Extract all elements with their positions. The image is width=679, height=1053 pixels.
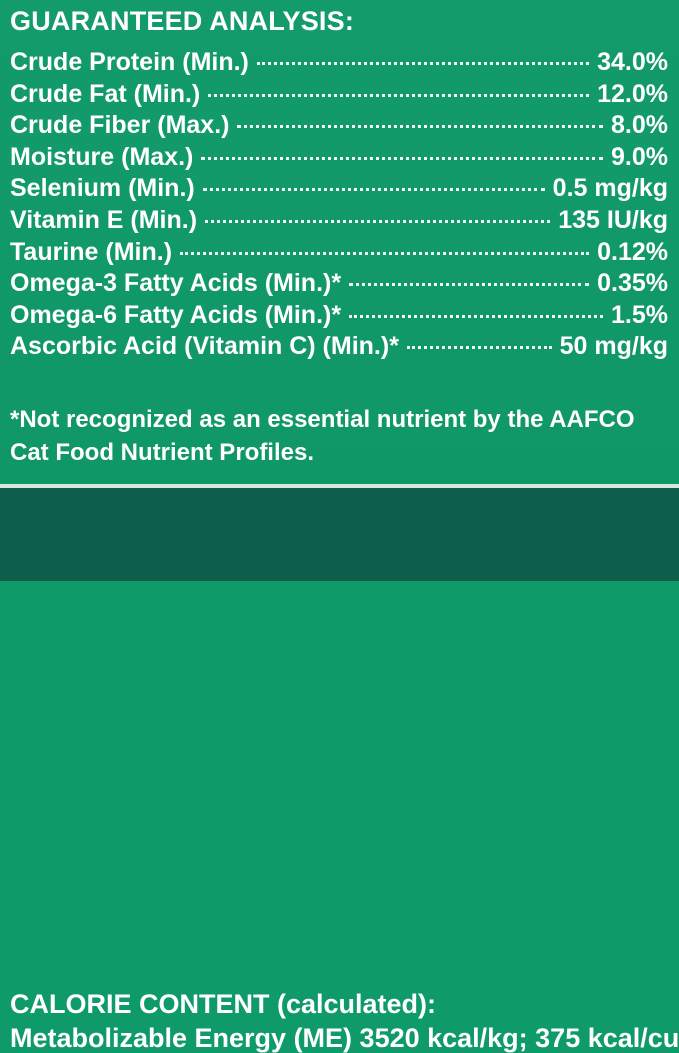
analysis-row-crude-fiber: Crude Fiber (Max.) 8.0%	[10, 113, 668, 145]
analysis-row-ascorbic-acid: Ascorbic Acid (Vitamin C) (Min.)* 50 mg/…	[10, 334, 668, 366]
analysis-row-selenium: Selenium (Min.) 0.5 mg/kg	[10, 176, 668, 208]
analysis-label: Omega-3 Fatty Acids (Min.)*	[10, 269, 342, 298]
analysis-label: Crude Protein (Min.)	[10, 48, 249, 76]
analysis-value: 9.0%	[611, 142, 668, 171]
section-divider	[0, 484, 679, 488]
analysis-label: Ascorbic Acid (Vitamin C) (Min.)*	[10, 332, 399, 361]
analysis-label: Vitamin E (Min.)	[10, 205, 198, 234]
analysis-label: Omega-6 Fatty Acids (Min.)*	[10, 300, 342, 329]
dotted-leader	[256, 62, 590, 65]
aafco-footnote: *Not recognized as an essential nutrient…	[10, 406, 635, 466]
calorie-content-title: CALORIE CONTENT (calculated):	[10, 989, 437, 1019]
analysis-value: 0.35%	[597, 269, 668, 298]
analysis-row-crude-fat: Crude Fat (Min.) 12.0%	[10, 79, 668, 114]
analysis-value: 50 mg/kg	[559, 332, 668, 361]
calorie-content-line: Metabolizable Energy (ME) 3520 kcal/kg; …	[10, 1023, 679, 1053]
analysis-value: 34.0%	[597, 48, 668, 76]
analysis-value: 135 IU/kg	[558, 205, 668, 234]
analysis-row-omega-3: Omega-3 Fatty Acids (Min.)* 0.35%	[10, 271, 668, 303]
dotted-leader	[201, 156, 604, 160]
analysis-value: 8.0%	[611, 111, 668, 140]
calorie-content-section: CALORIE CONTENT (calculated): Metaboliza…	[0, 488, 679, 1052]
dotted-leader	[406, 346, 552, 350]
dotted-leader	[237, 125, 604, 129]
analysis-row-crude-protein: Crude Protein (Min.) 34.0%	[10, 50, 668, 82]
analysis-value: 0.12%	[597, 237, 668, 266]
analysis-value: 12.0%	[597, 79, 668, 108]
dotted-leader	[202, 188, 545, 192]
dotted-leader	[349, 283, 590, 287]
analysis-value: 0.5 mg/kg	[552, 174, 668, 203]
analysis-label: Taurine (Min.)	[10, 237, 173, 266]
analysis-row-omega-6: Omega-6 Fatty Acids (Min.)* 1.5%	[10, 300, 668, 335]
analysis-row-taurine: Taurine (Min.) 0.12%	[10, 237, 668, 272]
guaranteed-analysis-section: GUARANTEED ANALYSIS: Crude Protein (Min.…	[0, 0, 679, 484]
analysis-row-vitamin-e: Vitamin E (Min.) 135 IU/kg	[10, 205, 668, 240]
dotted-leader	[205, 219, 551, 223]
dotted-leader	[180, 251, 590, 255]
analysis-value: 1.5%	[611, 300, 668, 329]
analysis-list: Crude Protein (Min.) 34.0% Crude Fat (Mi…	[10, 50, 668, 366]
analysis-label: Crude Fat (Min.)	[10, 79, 201, 108]
guaranteed-analysis-title: GUARANTEED ANALYSIS:	[10, 6, 355, 36]
analysis-label: Selenium (Min.)	[10, 174, 195, 203]
analysis-row-moisture: Moisture (Max.) 9.0%	[10, 142, 668, 177]
analysis-label: Crude Fiber (Max.)	[10, 111, 230, 140]
dotted-leader	[208, 93, 590, 97]
analysis-label: Moisture (Max.)	[10, 142, 194, 171]
dotted-leader	[349, 314, 604, 318]
